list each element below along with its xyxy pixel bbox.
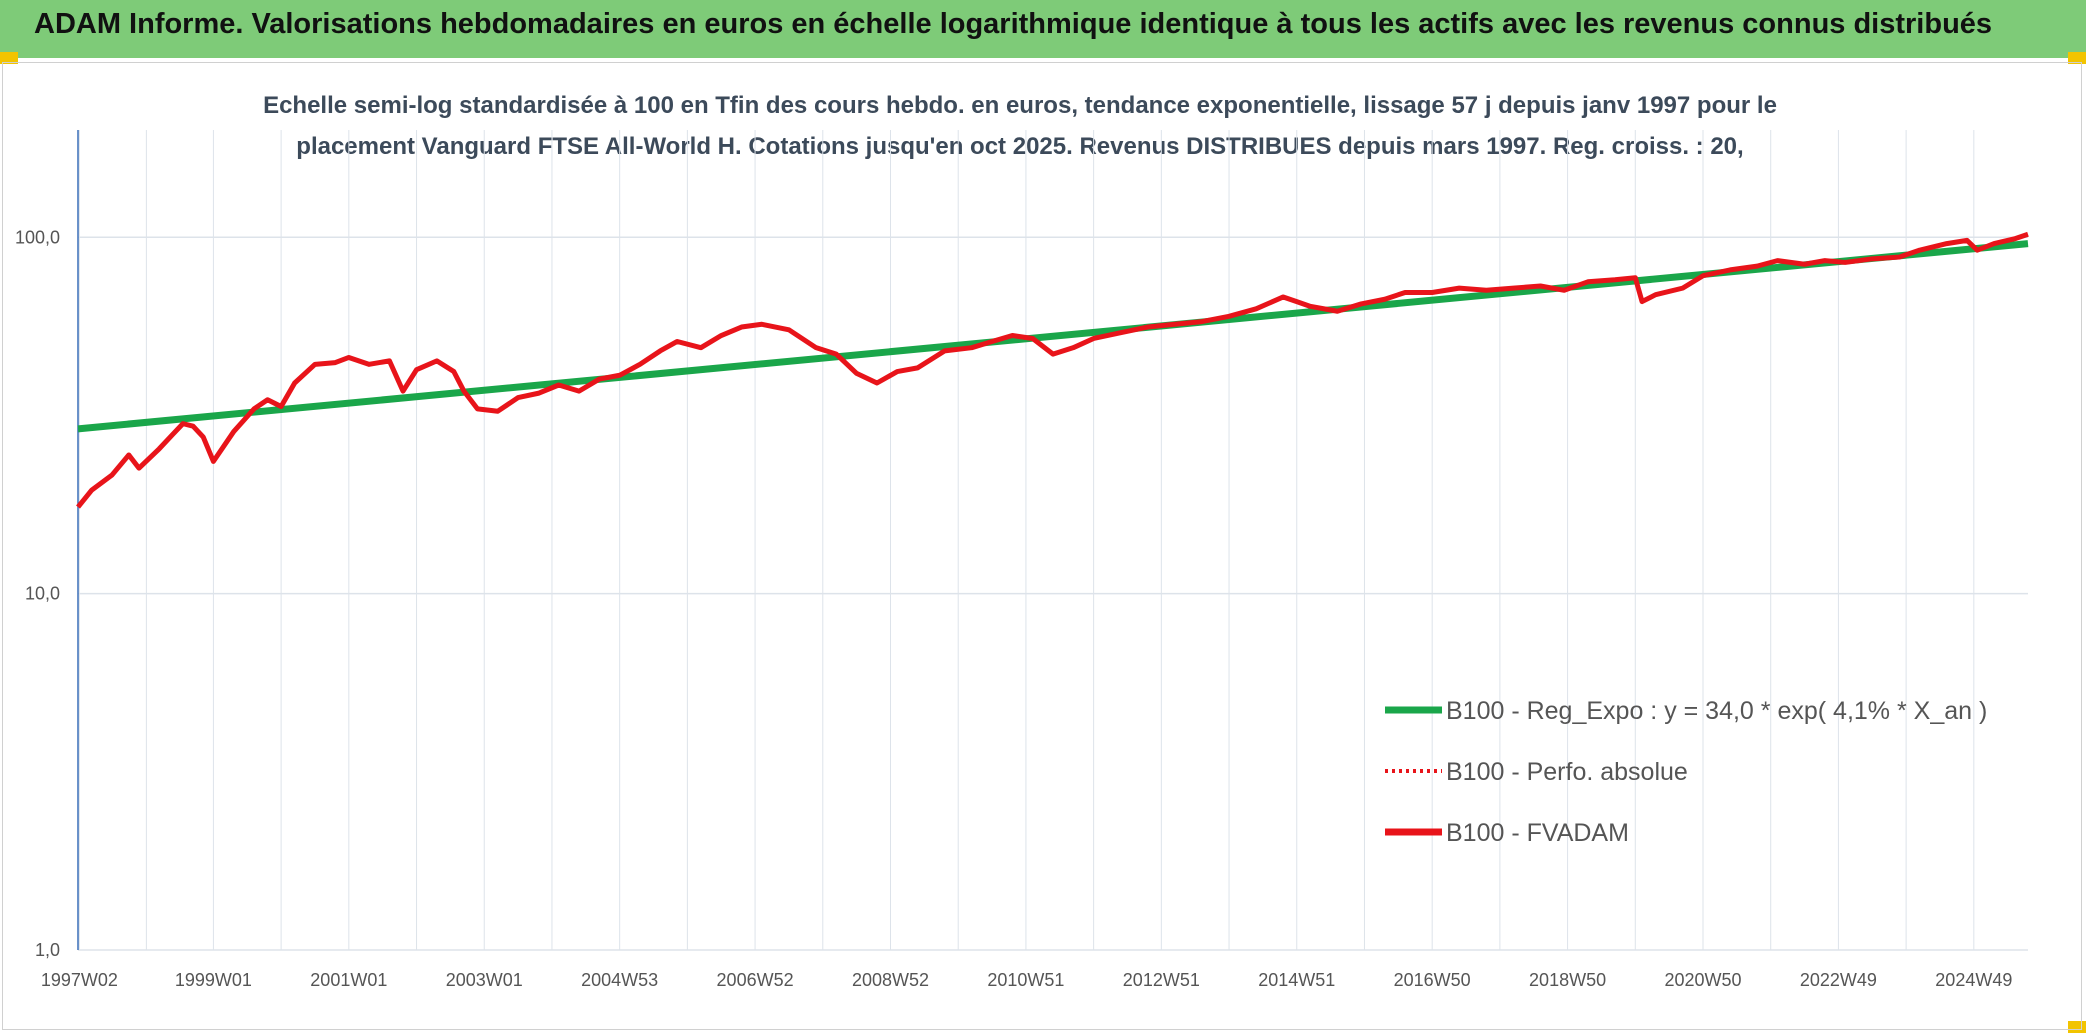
x-tick-label: 2010W51: [987, 970, 1064, 990]
x-tick-label: 2016W50: [1394, 970, 1471, 990]
legend-label-1: B100 - Perfo. absolue: [1446, 758, 1688, 786]
legend-label-0: B100 - Reg_Expo : y = 34,0 * exp( 4,1% *…: [1446, 697, 1987, 725]
x-tick-label: 2024W49: [1935, 970, 2012, 990]
report-header: ADAM Informe. Valorisations hebdomadaire…: [0, 0, 2086, 58]
legend-label-2: B100 - FVADAM: [1446, 819, 1629, 847]
chart-title-line-1: Echelle semi-log standardisée à 100 en T…: [263, 92, 1777, 119]
x-tick-label: 1997W02: [41, 970, 118, 990]
x-tick-label: 2018W50: [1529, 970, 1606, 990]
chart-frame: [2, 62, 2082, 1030]
x-tick-label: 2012W51: [1123, 970, 1200, 990]
corner-marker-top-left: [0, 52, 18, 64]
x-tick-label: 2004W53: [581, 970, 658, 990]
x-tick-label: 2022W49: [1800, 970, 1877, 990]
series-line-2: [76, 231, 2029, 509]
x-tick-label: 2006W52: [717, 970, 794, 990]
x-tick-label: 2003W01: [446, 970, 523, 990]
report-title: ADAM Informe. Valorisations hebdomadaire…: [34, 8, 1993, 40]
x-tick-label: 2001W01: [310, 970, 387, 990]
x-tick-label: 1999W01: [175, 970, 252, 990]
chart-title-line-2: placement Vanguard FTSE All-World H. Cot…: [296, 133, 1744, 160]
y-tick-label: 100,0: [15, 227, 60, 247]
x-tick-label: 2014W51: [1258, 970, 1335, 990]
y-tick-label: 1,0: [35, 940, 60, 960]
x-tick-label: 2020W50: [1664, 970, 1741, 990]
y-tick-label: 10,0: [25, 584, 60, 604]
x-tick-label: 2008W52: [852, 970, 929, 990]
corner-marker-top-right: [2068, 52, 2086, 64]
